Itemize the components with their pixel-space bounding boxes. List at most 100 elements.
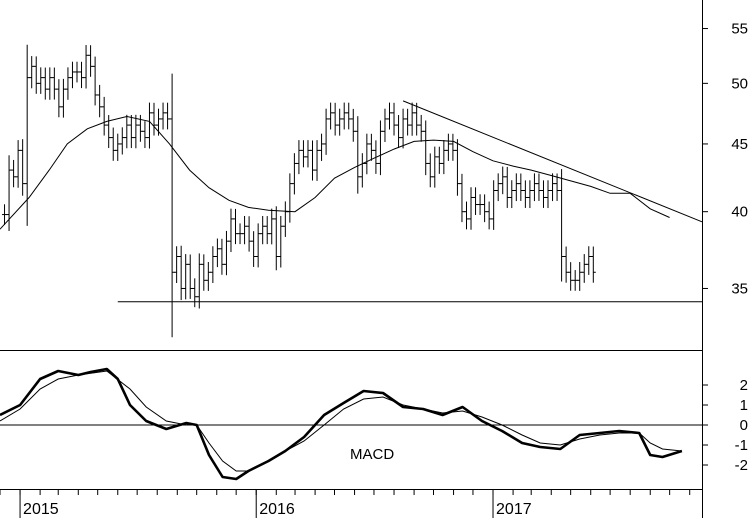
price-bar <box>260 215 266 245</box>
price-bar <box>572 270 578 291</box>
price-bar <box>128 115 134 149</box>
price-bar <box>133 114 139 149</box>
price-bar <box>169 73 175 338</box>
price-bar <box>47 67 53 100</box>
price-bar <box>396 115 402 149</box>
time-x-axis: 2015 2016 2017 <box>0 489 691 518</box>
price-bar <box>251 231 257 267</box>
price-bar <box>296 140 302 175</box>
price-bar <box>386 102 392 130</box>
macd-tick-label: 2 <box>740 377 748 394</box>
price-bar <box>482 194 488 223</box>
price-bar <box>165 102 171 130</box>
price-bar <box>536 173 542 201</box>
price-bar <box>214 238 220 268</box>
price-bar <box>201 254 207 291</box>
price-bar <box>577 262 583 291</box>
macd-tick-label: -1 <box>735 437 748 454</box>
price-bar <box>192 278 198 308</box>
price-bar <box>69 61 75 89</box>
price-bar <box>92 56 98 106</box>
macd-panel: MACD 2 1 0 -1 -2 <box>0 367 748 481</box>
price-tick-label: 35 <box>731 280 748 297</box>
price-bars <box>2 44 596 338</box>
price-bar <box>441 140 447 175</box>
price-bar <box>459 173 465 223</box>
price-bar <box>210 246 216 284</box>
price-bar <box>300 140 306 168</box>
price-bar <box>11 159 17 188</box>
price-bar <box>273 206 279 271</box>
price-bar <box>110 127 116 161</box>
price-panel: 35 40 45 50 55 <box>0 21 748 338</box>
trendlines <box>117 100 703 303</box>
price-bar <box>568 262 574 291</box>
price-bar <box>278 215 284 268</box>
price-bar <box>509 180 515 209</box>
macd-tick-label: 0 <box>740 417 748 434</box>
price-bar <box>83 45 89 89</box>
price-bar <box>450 133 456 161</box>
price-bar <box>56 79 62 118</box>
price-bar <box>115 133 121 161</box>
price-bar <box>445 133 451 161</box>
price-tick-label: 50 <box>731 75 748 92</box>
price-bar <box>414 102 420 136</box>
price-bar <box>586 246 592 275</box>
price-bar <box>527 180 533 209</box>
macd-tick-label: -2 <box>735 457 748 474</box>
price-bar <box>205 262 211 291</box>
price-bar <box>436 146 442 174</box>
price-bar <box>228 208 234 253</box>
price-bar <box>314 140 320 181</box>
price-bar <box>74 61 80 83</box>
price-bar <box>364 133 370 175</box>
price-bar <box>101 96 107 136</box>
price-bar <box>97 84 103 118</box>
price-bar <box>60 78 66 118</box>
price-bar <box>423 120 429 176</box>
price-bar <box>196 253 202 309</box>
price-bar <box>581 254 587 283</box>
price-bar <box>187 254 193 299</box>
price-bar <box>382 108 388 142</box>
price-bar <box>124 114 130 149</box>
price-bar <box>454 139 460 196</box>
price-bar <box>486 201 492 230</box>
price-tick-label: 45 <box>731 136 748 153</box>
price-bar <box>518 173 524 201</box>
macd-signal-line <box>0 370 682 472</box>
price-bar <box>15 140 21 188</box>
price-bar <box>563 246 569 283</box>
price-bar <box>65 67 71 100</box>
price-bar <box>151 102 157 136</box>
price-bar <box>146 102 152 149</box>
price-bar <box>305 140 311 168</box>
price-bar <box>355 116 361 194</box>
price-bar <box>219 238 225 275</box>
price-y-axis: 35 40 45 50 55 <box>702 21 748 297</box>
price-bar <box>337 108 343 136</box>
price-bar <box>174 246 180 284</box>
price-bar <box>405 108 411 136</box>
price-bar <box>350 108 356 142</box>
price-moving-average-line <box>0 115 670 230</box>
macd-title: MACD <box>350 446 394 463</box>
price-bar <box>223 230 229 276</box>
macd-tick-label: 1 <box>740 397 748 414</box>
price-bar <box>282 201 288 237</box>
price-bar <box>463 201 469 230</box>
price-bar <box>29 56 35 89</box>
price-bar <box>531 173 537 202</box>
price-bar <box>409 102 415 136</box>
price-bar <box>233 208 239 245</box>
price-bar <box>418 114 424 142</box>
price-bar <box>183 254 189 300</box>
price-bar <box>513 173 519 202</box>
price-bar <box>559 169 565 282</box>
price-bar <box>20 139 26 196</box>
price-bar <box>500 166 506 195</box>
price-tick-label: 55 <box>731 21 748 38</box>
price-bar <box>88 45 94 77</box>
price-bar <box>432 146 438 188</box>
